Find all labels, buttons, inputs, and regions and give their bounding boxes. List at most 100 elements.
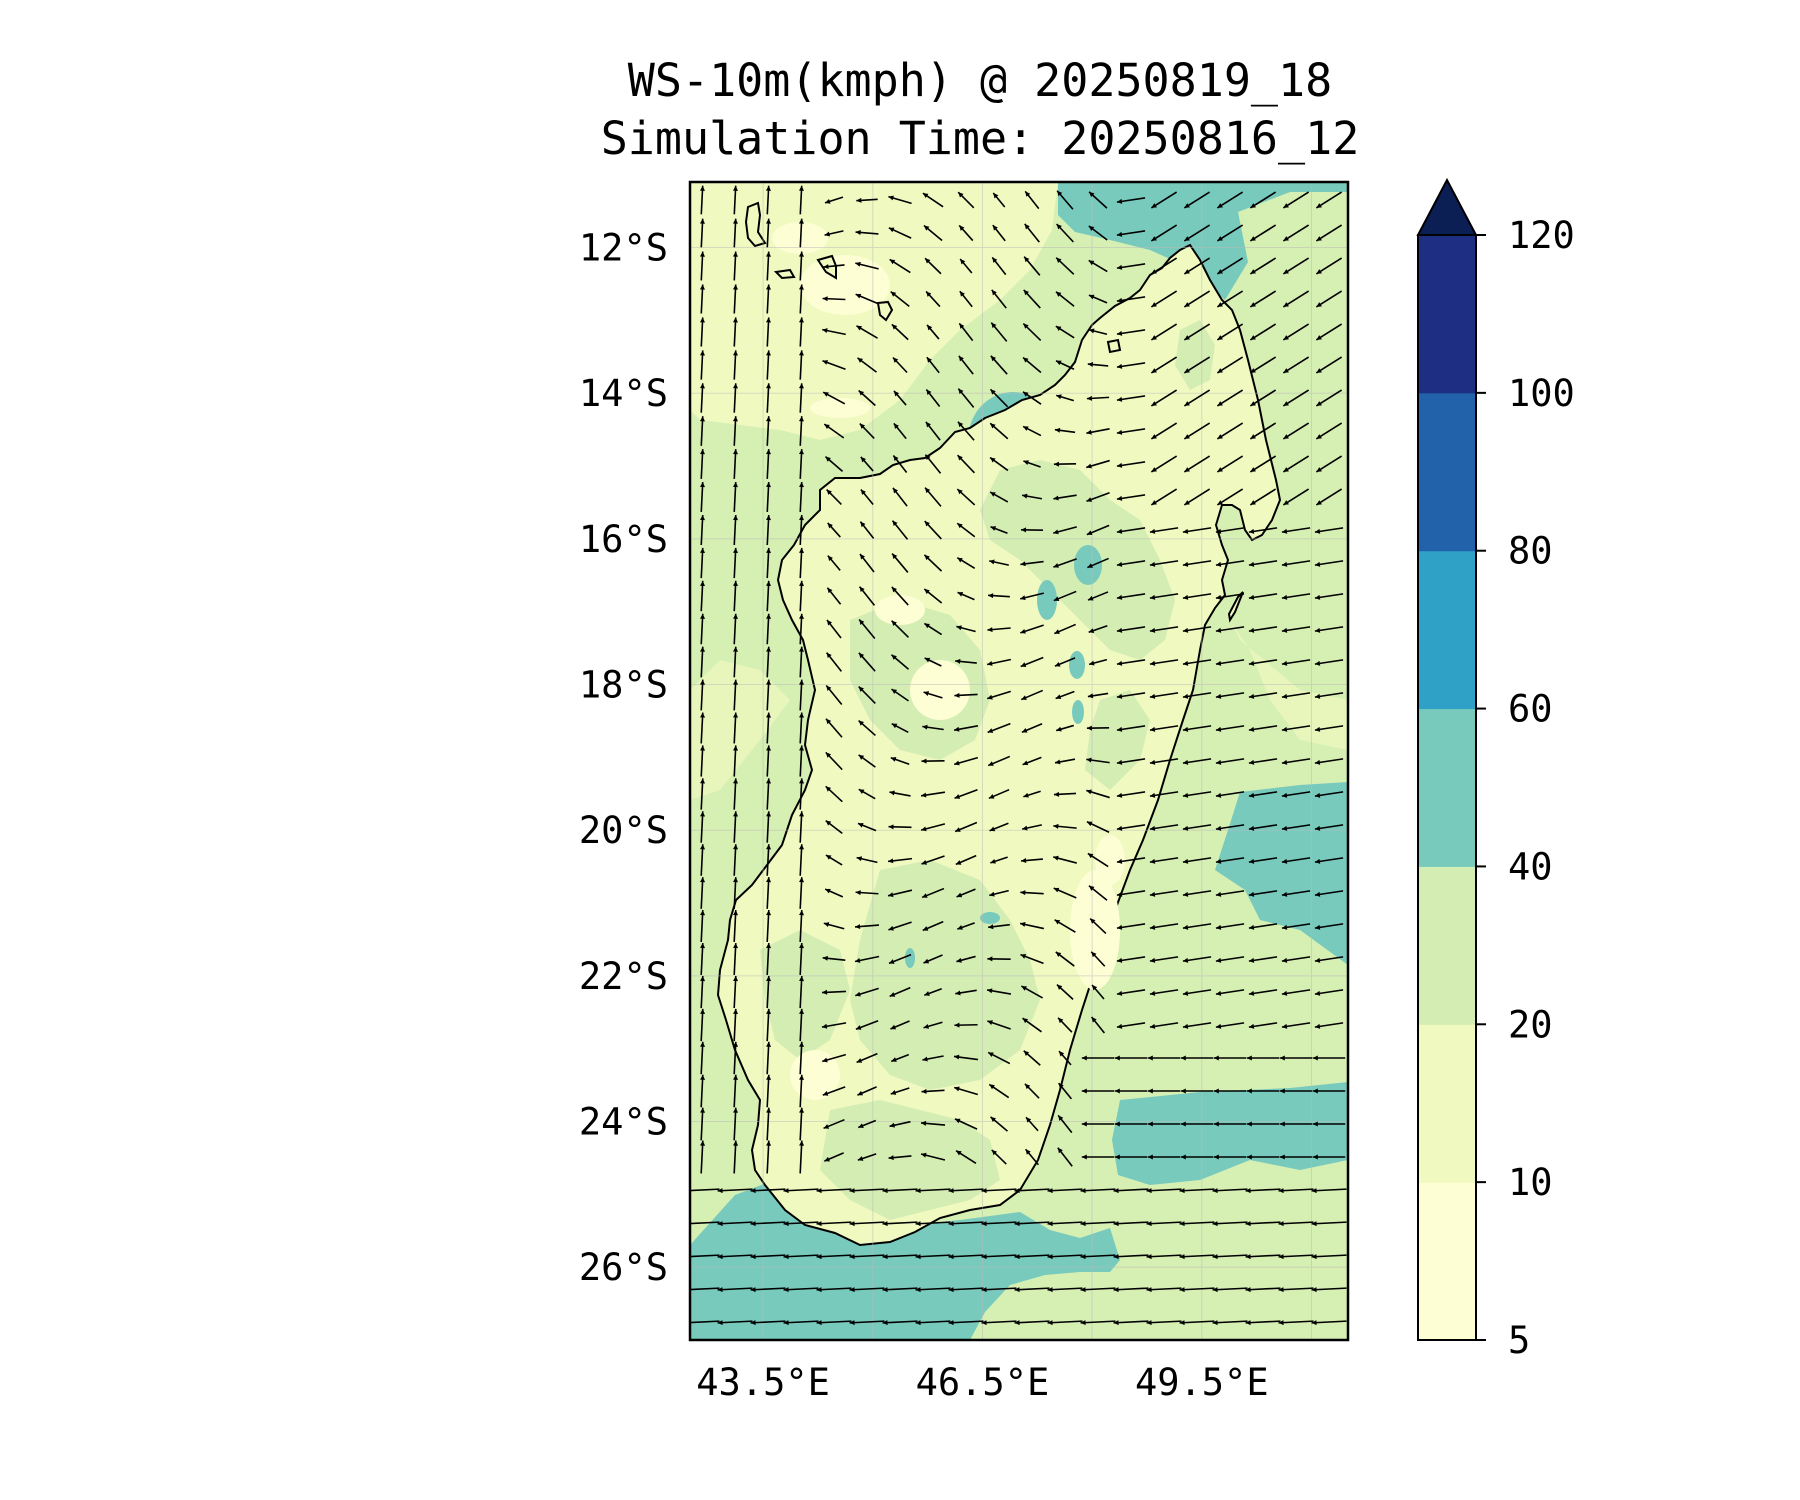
longitude-axis-labels: 43.5°E 46.5°E 49.5°E — [696, 1361, 1268, 1404]
wind-vector-arrow — [1216, 290, 1244, 308]
small-islands — [744, 201, 1244, 623]
wind-vector-arrow — [1212, 1221, 1248, 1227]
wind-vector-arrow — [1215, 758, 1245, 765]
wind-vector-arrow — [858, 719, 876, 737]
wind-vector-arrow — [1215, 692, 1245, 699]
wind-vector-arrow — [1248, 791, 1278, 798]
wind-vector-arrow — [1053, 461, 1077, 467]
wind-vector-arrow — [922, 1055, 944, 1062]
wind-vector-arrow — [1183, 290, 1211, 308]
wind-vector-arrow — [733, 712, 739, 744]
wind-vector-arrow — [733, 877, 739, 909]
wind-vector-arrow — [824, 1152, 844, 1162]
wind-vector-arrow — [921, 758, 945, 764]
wind-vector-arrow — [823, 264, 845, 270]
wind-vector-arrow — [1022, 756, 1042, 766]
wind-vector-arrow — [990, 355, 1008, 375]
wind-vector-arrow — [826, 587, 842, 605]
wind-vector-arrow — [799, 1074, 805, 1108]
wind-vector-arrow — [824, 196, 844, 204]
wind-vector-arrow — [824, 888, 844, 898]
wind-vector-arrow — [1023, 256, 1041, 276]
wind-vector-arrow — [1080, 1221, 1116, 1227]
wind-vector-arrow — [1282, 455, 1310, 473]
wind-vector-arrow — [987, 1051, 1011, 1065]
wind-vector-arrow — [1315, 323, 1343, 341]
wind-vector-arrow — [766, 580, 772, 612]
wind-vector-arrow — [1182, 593, 1212, 600]
nosy-be-island — [1106, 338, 1122, 354]
wind-vector-arrow — [991, 1149, 1007, 1165]
wind-vector-arrow — [733, 1041, 739, 1075]
wind-vector-arrow — [1281, 725, 1311, 732]
wind-vector-arrow — [1314, 560, 1344, 567]
wind-vector-arrow — [1281, 857, 1311, 864]
wind-vector-arrow — [822, 296, 846, 302]
wind-vector-arrow — [989, 422, 1009, 440]
wind-vector-arrow — [1149, 593, 1179, 600]
wind-vector-arrow — [1314, 527, 1344, 534]
wind-vector-arrow — [1014, 1254, 1050, 1260]
wind-vector-arrow — [799, 613, 805, 645]
wind-vector-arrow — [1087, 692, 1109, 699]
wind-vector-arrow — [923, 691, 943, 699]
wind-vector-arrow — [1315, 191, 1343, 209]
wind-vector-arrow — [1021, 723, 1043, 733]
wind-vector-arrow — [1183, 422, 1211, 440]
wind-vector-arrow — [1215, 791, 1245, 798]
wind-vector-arrow — [1116, 824, 1146, 831]
land-contour-5-10 — [1095, 835, 1125, 885]
wind-vector-arrow — [823, 1118, 845, 1130]
wind-vector-arrow — [855, 261, 879, 270]
wind-vector-arrow — [783, 1188, 819, 1194]
colorbar: 5 10 20 40 60 80 100 120 — [1416, 177, 1575, 1362]
land-contour-40-60 — [1069, 651, 1085, 679]
wind-vector-arrow — [1216, 323, 1244, 341]
wind-vector-arrow — [1180, 1055, 1214, 1061]
wind-vector-arrow — [1020, 592, 1044, 601]
wind-vector-arrow — [798, 383, 804, 413]
wind-vector-arrow — [1114, 1055, 1148, 1061]
wind-vector-arrow — [717, 1221, 753, 1227]
wind-vector-arrow — [1249, 422, 1277, 440]
wind-vector-arrow — [1216, 257, 1244, 275]
wind-vector-arrow — [700, 646, 706, 678]
wind-vector-arrow — [857, 822, 877, 832]
wind-vector-arrow — [1312, 1121, 1346, 1127]
wind-vector-arrow — [799, 712, 805, 744]
wind-vector-arrow — [732, 350, 738, 380]
wind-vector-arrow — [1150, 224, 1178, 242]
wind-vector-arrow — [799, 1008, 805, 1042]
wind-vector-arrow — [1024, 223, 1040, 243]
wind-vector-arrow — [1182, 890, 1212, 897]
wind-vector-arrow — [1249, 356, 1277, 374]
wind-vector-arrow — [1215, 890, 1245, 897]
wind-vector-arrow — [922, 192, 944, 208]
wind-vector-arrow — [891, 620, 909, 638]
wind-vector-arrow — [855, 1020, 879, 1030]
wind-vector-arrow — [799, 844, 805, 876]
wind-vector-arrow — [856, 325, 878, 339]
wind-vector-arrow — [882, 1320, 918, 1326]
wind-vector-arrow — [1182, 659, 1212, 666]
wind-vector-arrow — [890, 1053, 910, 1063]
wind-vector-arrow — [1057, 1082, 1073, 1100]
wind-vector-arrow — [924, 487, 942, 507]
wind-vector-arrow — [923, 954, 943, 964]
wind-vector-arrow — [733, 1107, 739, 1141]
wind-vector-arrow — [699, 350, 705, 380]
wind-vector-arrow — [1212, 1287, 1248, 1293]
wind-vector-arrow — [915, 1188, 951, 1194]
wind-vector-arrow — [1281, 692, 1311, 699]
wind-vector-arrow — [954, 789, 978, 799]
wind-vector-arrow — [700, 1107, 706, 1141]
wind-vector-arrow — [1248, 692, 1278, 699]
wind-vector-arrow — [1278, 1287, 1314, 1293]
wind-vector-arrow — [948, 1188, 984, 1194]
wind-vector-arrow — [766, 1140, 772, 1174]
wind-vector-arrow — [1282, 488, 1310, 506]
wind-vector-arrow — [981, 1320, 1017, 1326]
lon-tick-label: 49.5°E — [1135, 1361, 1269, 1404]
wind-vector-arrow — [1116, 560, 1146, 567]
wind-vector-arrow — [1180, 1088, 1214, 1094]
